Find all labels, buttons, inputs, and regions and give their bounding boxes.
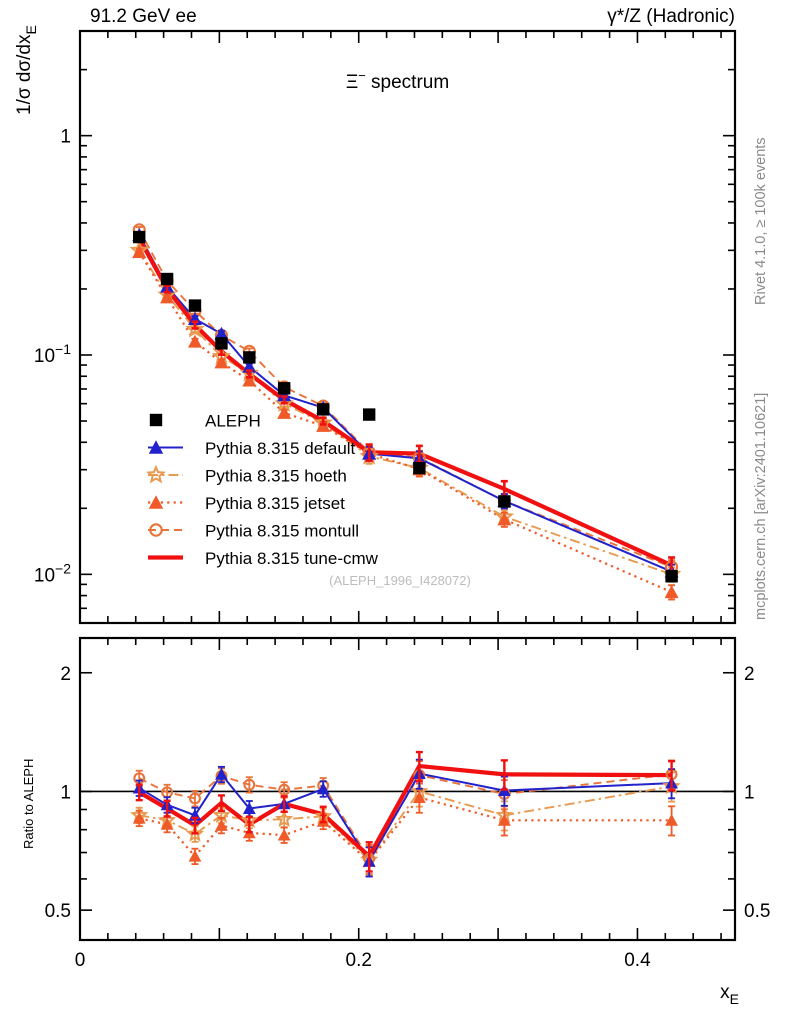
data-marker (148, 440, 164, 454)
main-ytick-label: 10−1 (34, 341, 71, 367)
rivet-version-label: Rivet 4.1.0, ≥ 100k events (753, 137, 769, 305)
data-marker (412, 791, 426, 803)
data-marker (664, 585, 679, 599)
data-marker (188, 849, 202, 862)
ratio-ytick-label: 2 (60, 664, 71, 685)
data-marker (242, 373, 257, 387)
data-marker (665, 570, 678, 583)
page-title: Ξ− spectrum (346, 68, 449, 93)
data-marker (242, 802, 256, 814)
ratio-ytick-label-right: 0.5 (744, 901, 770, 922)
data-marker (277, 388, 292, 402)
data-marker (215, 767, 228, 780)
energy-label: 91.2 GeV ee (90, 6, 197, 27)
data-marker (149, 523, 163, 537)
data-marker (214, 355, 229, 369)
data-marker (215, 819, 228, 831)
mcplots-source-label: mcplots.cern.ch [arXiv:2401.10621] (753, 393, 769, 620)
data-marker (187, 334, 202, 348)
data-marker (214, 326, 229, 340)
main-ytick-label: 1 (60, 127, 71, 148)
data-marker (275, 809, 294, 828)
data-marker (278, 783, 291, 796)
data-marker (160, 290, 175, 304)
xlabel: xE (720, 982, 739, 1007)
data-marker (243, 778, 256, 791)
panel-frame (78, 636, 737, 942)
xtick-label: 0.2 (346, 950, 372, 971)
legend-label-2: Pythia 8.315 hoeth (205, 467, 347, 486)
legend-label-0: ALEPH (205, 412, 261, 431)
data-marker (132, 244, 147, 258)
data-marker (146, 464, 166, 484)
data-marker (497, 512, 512, 526)
data-marker (413, 461, 426, 475)
data-marker (133, 230, 146, 244)
data-marker (316, 403, 330, 416)
data-marker (665, 813, 678, 826)
data-marker (316, 782, 330, 795)
data-marker (243, 351, 256, 364)
data-marker (277, 405, 292, 419)
data-marker (277, 382, 291, 395)
xtick-label: 0.4 (624, 950, 651, 971)
process-label: γ*/Z (Hadronic) (607, 6, 735, 27)
data-marker (215, 337, 228, 350)
xtick-label: 0 (75, 950, 86, 971)
data-marker (185, 319, 205, 338)
main-ylabel: 1/σ dσ/dxE (14, 25, 39, 115)
ratio-ytick-label-right: 2 (744, 664, 755, 685)
ratio-ytick-label: 1 (60, 782, 71, 803)
data-marker (160, 817, 174, 830)
series-line (137, 237, 673, 568)
data-marker (277, 828, 291, 841)
ratio-ytick-label-right: 1 (744, 782, 755, 803)
data-marker (160, 272, 174, 286)
data-marker (362, 408, 376, 421)
ratio-ylabel: Ratio to ALEPH (21, 759, 36, 849)
ratio-ytick-label: 0.5 (45, 901, 71, 922)
data-marker (189, 792, 201, 805)
data-marker (497, 813, 511, 826)
panel-frame (78, 29, 737, 625)
legend-label-5: Pythia 8.315 tune-cmw (205, 549, 379, 568)
data-marker (185, 824, 205, 842)
data-marker (188, 299, 202, 312)
legend-label-1: Pythia 8.315 default (205, 439, 356, 458)
data-marker (498, 495, 511, 508)
data-marker (149, 413, 163, 427)
legend-label-4: Pythia 8.315 montull (205, 522, 359, 541)
series-line (138, 229, 672, 568)
data-marker (132, 811, 146, 824)
analysis-id-watermark: (ALEPH_1996_I428072) (329, 573, 471, 588)
legend-label-3: Pythia 8.315 jetset (205, 494, 345, 513)
ratio-series-line (139, 785, 672, 861)
data-marker (148, 495, 164, 509)
main-ytick-label: 10−2 (34, 560, 71, 586)
